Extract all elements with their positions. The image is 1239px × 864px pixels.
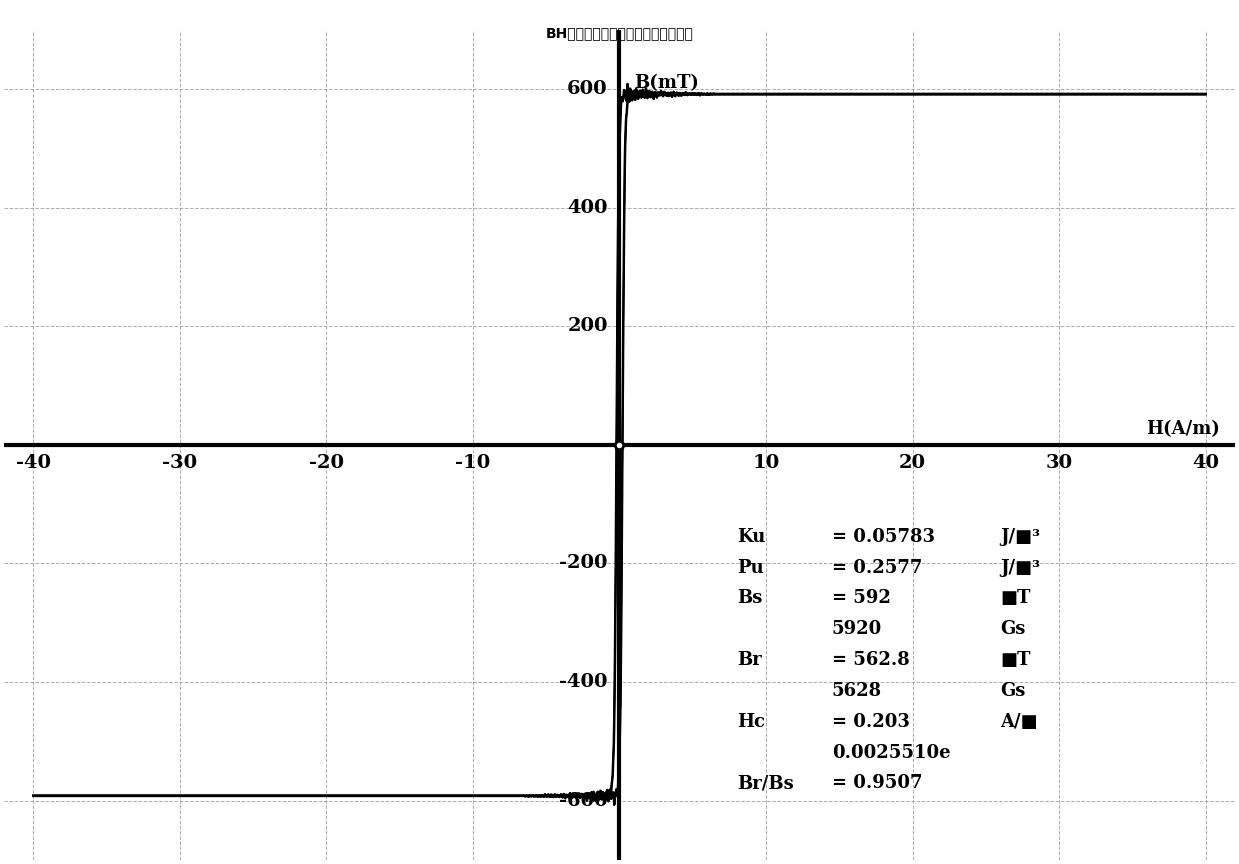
Text: Pu: Pu	[737, 559, 763, 576]
Text: BH曲线高方形比靴基非晶态合金磁芯: BH曲线高方形比靴基非晶态合金磁芯	[545, 26, 694, 40]
Text: Hc: Hc	[737, 713, 764, 731]
Text: = 562.8: = 562.8	[831, 651, 909, 669]
Text: = 0.9507: = 0.9507	[831, 774, 923, 792]
Text: -600: -600	[559, 791, 608, 810]
Text: 10: 10	[752, 454, 779, 472]
Text: = 0.05783: = 0.05783	[831, 528, 935, 546]
Text: 200: 200	[567, 317, 608, 335]
Text: Gs: Gs	[1000, 682, 1026, 700]
Text: H(A/m): H(A/m)	[1146, 420, 1220, 438]
Text: = 0.203: = 0.203	[831, 713, 909, 731]
Text: -20: -20	[309, 454, 344, 472]
Text: -30: -30	[162, 454, 197, 472]
Text: A/■: A/■	[1000, 713, 1038, 731]
Text: J/■³: J/■³	[1000, 559, 1041, 576]
Text: ■T: ■T	[1000, 651, 1031, 669]
Text: Bs: Bs	[737, 589, 762, 607]
Text: -400: -400	[559, 673, 608, 691]
Text: = 592: = 592	[831, 589, 891, 607]
Text: J/■³: J/■³	[1000, 528, 1041, 546]
Text: 5628: 5628	[831, 682, 882, 700]
Text: = 0.2577: = 0.2577	[831, 559, 922, 576]
Text: 5920: 5920	[831, 620, 882, 638]
Text: -200: -200	[559, 555, 608, 573]
Text: 600: 600	[567, 80, 608, 98]
Text: -10: -10	[456, 454, 491, 472]
Text: Br/Bs: Br/Bs	[737, 774, 793, 792]
Text: Br: Br	[737, 651, 762, 669]
Text: Ku: Ku	[737, 528, 764, 546]
Text: 20: 20	[900, 454, 926, 472]
Text: 40: 40	[1192, 454, 1219, 472]
Text: 0.0025510e: 0.0025510e	[831, 744, 950, 761]
Text: B(mT): B(mT)	[634, 74, 699, 92]
Text: -40: -40	[16, 454, 51, 472]
Text: 30: 30	[1046, 454, 1073, 472]
Text: ■T: ■T	[1000, 589, 1031, 607]
Text: Gs: Gs	[1000, 620, 1026, 638]
Text: 400: 400	[567, 199, 608, 217]
